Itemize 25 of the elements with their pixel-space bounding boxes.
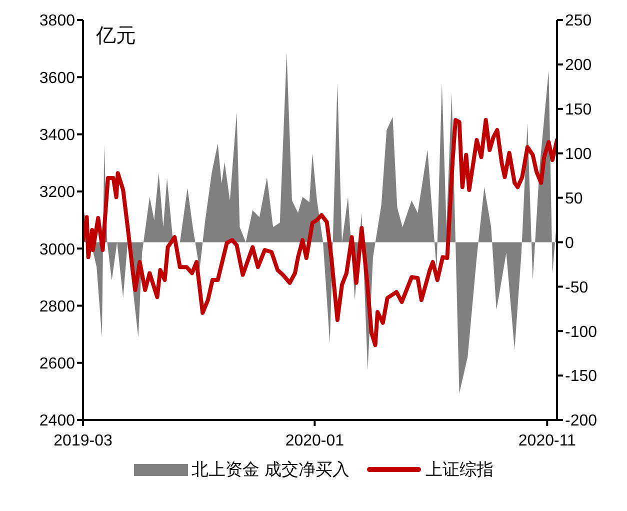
- legend-label: 北上资金 成交净买入: [192, 459, 350, 481]
- y-tick-label: 3200: [39, 184, 76, 202]
- y-tick-label: 3600: [39, 70, 76, 87]
- y2-tick-label: 250: [565, 12, 592, 30]
- y2-tick-label: -150: [565, 368, 598, 386]
- annotation: 亿元: [96, 24, 136, 49]
- y2-tick-label: -50: [565, 279, 588, 296]
- y2-tick-label: 0: [565, 234, 574, 252]
- y2-tick-label: 150: [565, 102, 592, 119]
- line-series: [83, 118, 557, 348]
- y2-tick-label: 200: [565, 57, 592, 74]
- y-tick-label: 2600: [39, 356, 76, 373]
- legend-label: 上证综指: [425, 459, 494, 481]
- x-tick-label: 2020-01: [285, 432, 344, 450]
- x-tick-label: 2020-11: [518, 432, 576, 450]
- y-tick-label: 2400: [39, 412, 76, 430]
- y2-tick-label: 50: [565, 190, 583, 208]
- y2-tick-label: -200: [565, 412, 598, 430]
- y-tick-label: 3800: [39, 12, 76, 30]
- x-tick-label: 2019-03: [54, 432, 112, 450]
- y-tick-label: 3400: [39, 126, 76, 144]
- y-tick-label: 2800: [39, 298, 76, 316]
- y2-tick-label: 100: [565, 146, 592, 164]
- y2-tick-label: -100: [565, 324, 598, 341]
- y-tick-label: 3000: [39, 241, 76, 258]
